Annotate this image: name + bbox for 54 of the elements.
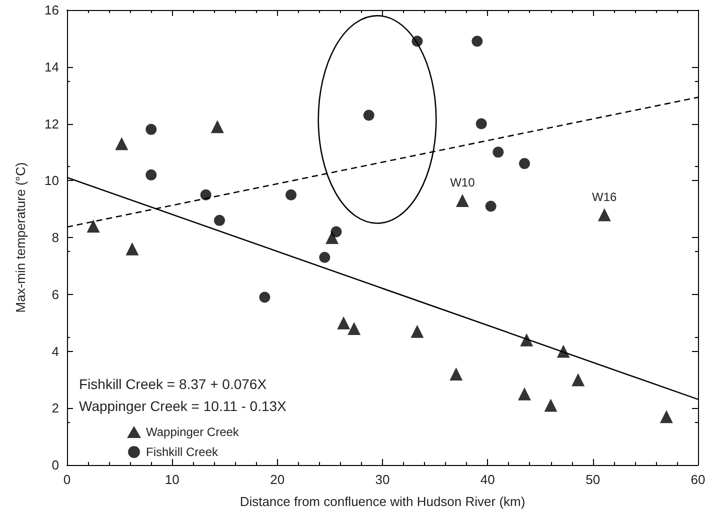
legend-label: Wappinger Creek: [146, 425, 240, 439]
annotation: Fishkill Creek = 8.37 + 0.076X: [79, 376, 268, 392]
y-tick-label: 2: [52, 400, 59, 416]
point: [146, 124, 157, 135]
x-tick-label: 30: [375, 472, 390, 487]
x-tick-label: 0: [63, 472, 71, 487]
point: [337, 316, 350, 330]
x-tick-label: 50: [586, 472, 600, 487]
point: [544, 398, 558, 412]
x-tick-label: 40: [480, 472, 495, 487]
y-tick-label: 8: [52, 230, 59, 245]
point: [115, 137, 128, 150]
x-tick-label: 20: [270, 472, 285, 487]
point: [598, 208, 611, 222]
x-tick-label: 10: [164, 472, 180, 487]
point: [660, 410, 673, 424]
point: [330, 226, 342, 238]
point: [363, 110, 374, 121]
point: [476, 118, 487, 130]
point: [86, 220, 100, 233]
point: [520, 333, 534, 346]
annotation: Wappinger Creek = 10.11 - 0.13X: [79, 398, 288, 414]
point: [348, 322, 361, 335]
point: [556, 344, 570, 358]
point: [410, 324, 424, 338]
x-axis-title: Distance from confluence with Hudson River (km): [240, 494, 526, 509]
point: [200, 189, 212, 200]
point: [214, 214, 225, 226]
point: [259, 292, 270, 303]
annotation: W10: [450, 176, 476, 190]
y-tick-label: 4: [52, 344, 59, 359]
point: [485, 200, 496, 212]
point: [472, 36, 483, 47]
point: [518, 158, 530, 170]
y-axis-title: Max-min temperature (°C): [13, 162, 28, 313]
point: [210, 120, 224, 134]
point: [450, 368, 463, 380]
point: [518, 387, 531, 400]
point: [146, 169, 157, 180]
point: [572, 373, 585, 386]
point: [492, 146, 504, 158]
y-tick-label: 14: [44, 59, 59, 74]
point: [456, 194, 469, 208]
point: [126, 242, 139, 256]
y-tick-label: 10: [44, 173, 59, 188]
y-tick-label: 16: [44, 2, 59, 18]
legend-label: Fishkill Creek: [146, 445, 220, 459]
y-tick-label: 0: [52, 458, 59, 472]
point: [319, 252, 330, 263]
annotation: W16: [592, 190, 618, 204]
y-tick-label: 6: [52, 286, 59, 302]
point: [286, 189, 297, 200]
x-tick-label: 60: [690, 472, 706, 487]
y-tick-label: 12: [44, 116, 59, 132]
